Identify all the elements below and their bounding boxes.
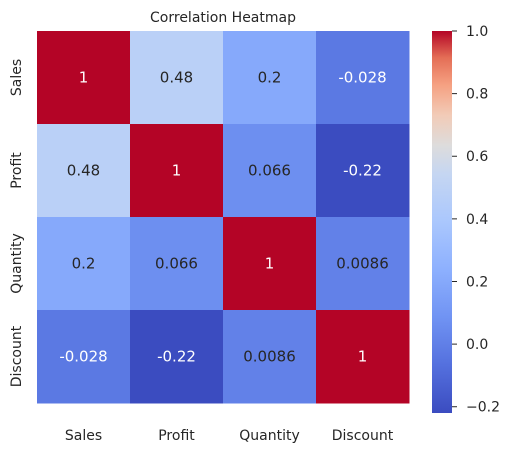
cell-value-label: -0.22 bbox=[157, 348, 196, 366]
heatmap-cell-discount-profit bbox=[130, 310, 224, 404]
y-tick-label: Profit bbox=[9, 152, 25, 189]
colorbar-tick-label: 0.8 bbox=[466, 87, 488, 103]
cell-value-label: -0.22 bbox=[343, 162, 382, 180]
heatmap-cell-sales-quantity bbox=[223, 31, 317, 125]
colorbar-tick-labels: −0.2 0.0 0.2 0.4 0.6 0.8 1.0 bbox=[452, 24, 500, 416]
heatmap-cell-sales-discount bbox=[316, 31, 410, 125]
colorbar-tick-label: 0.0 bbox=[466, 337, 488, 353]
heatmap-cell-quantity-profit bbox=[130, 217, 224, 311]
heatmap-cell-discount-discount bbox=[316, 310, 410, 404]
heatmap-cell-profit-sales bbox=[37, 124, 131, 218]
cell-value-label: 0.2 bbox=[258, 69, 282, 87]
heatmap-cell-quantity-discount bbox=[316, 217, 410, 311]
heatmap-cell-profit-discount bbox=[316, 124, 410, 218]
cell-value-label: 0.066 bbox=[248, 162, 291, 180]
y-tick-label: Quantity bbox=[9, 233, 25, 294]
x-tick-labels: Sales Profit Quantity Discount bbox=[65, 428, 394, 444]
y-tick-label: Discount bbox=[9, 325, 25, 387]
cell-value-label: 1 bbox=[172, 162, 182, 180]
heatmap-cell-profit-profit bbox=[130, 124, 224, 218]
heatmap-cell-quantity-sales bbox=[37, 217, 131, 311]
cell-value-label: 0.48 bbox=[160, 69, 193, 87]
cell-value-label: 1 bbox=[358, 348, 368, 366]
cell-value-label: -0.028 bbox=[59, 348, 107, 366]
heatmap-cell-sales-sales bbox=[37, 31, 131, 125]
cell-value-label: 0.48 bbox=[67, 162, 100, 180]
cell-value-label: 1 bbox=[79, 69, 89, 87]
colorbar-tick-label: 0.6 bbox=[466, 149, 488, 165]
y-tick-labels: Sales Profit Quantity Discount bbox=[9, 59, 25, 387]
cell-value-label: 0.0086 bbox=[336, 255, 389, 273]
cell-value-label: -0.028 bbox=[338, 69, 386, 87]
x-tick-label: Sales bbox=[65, 428, 102, 444]
cell-value-label: 1 bbox=[265, 255, 275, 273]
colorbar-tick-label: 0.4 bbox=[466, 212, 488, 228]
colorbar-tick-label: 1.0 bbox=[466, 24, 488, 40]
x-tick-label: Quantity bbox=[239, 428, 300, 444]
heatmap-cell-discount-sales bbox=[37, 310, 131, 404]
heatmap-cell-quantity-quantity bbox=[223, 217, 317, 311]
colorbar bbox=[432, 31, 452, 413]
cell-value-label: 0.0086 bbox=[243, 348, 296, 366]
heatmap-cell-labels: 1 0.48 0.2 -0.028 0.48 1 0.066 -0.22 0.2 0.066 1 0.… bbox=[59, 69, 388, 366]
x-tick-label: Discount bbox=[332, 428, 394, 444]
cell-value-label: 0.2 bbox=[72, 255, 96, 273]
chart-title: Correlation Heatmap bbox=[150, 10, 296, 26]
cell-value-label: 0.066 bbox=[155, 255, 198, 273]
x-tick-label: Profit bbox=[158, 428, 195, 444]
heatmap-cell-profit-quantity bbox=[223, 124, 317, 218]
heatmap-cell-discount-quantity bbox=[223, 310, 317, 404]
heatmap-cell-sales-profit bbox=[130, 31, 224, 125]
colorbar-tick-label: 0.2 bbox=[466, 274, 488, 290]
y-tick-label: Sales bbox=[9, 59, 25, 96]
heatmap-cells bbox=[37, 31, 410, 404]
colorbar-tick-label: −0.2 bbox=[466, 400, 500, 416]
